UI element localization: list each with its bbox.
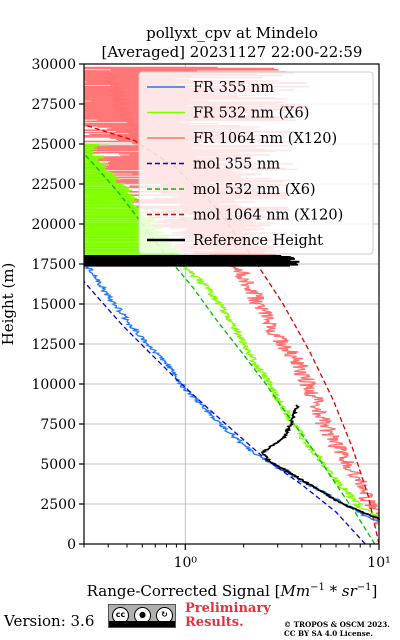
copyright-line-1: © TROPOS & OSCM 2023. (284, 620, 390, 629)
legend-label-3: mol 355 nm (193, 157, 280, 173)
y-tick-label-25000: 25000 (31, 137, 76, 153)
y-tick-label-10000: 10000 (31, 377, 76, 393)
y-tick-label-27500: 27500 (31, 97, 76, 113)
reference-height-line (260, 404, 380, 521)
legend-label-5: mol 1064 nm (X120) (193, 208, 343, 224)
legend-box (138, 71, 374, 255)
signal-chart: pollyxt_cpv at Mindelo [Averaged] 202311… (0, 24, 391, 600)
cc-icon: cc (112, 607, 129, 624)
y-tick-label-15000: 15000 (31, 297, 76, 313)
preliminary-line-1: Preliminary (185, 601, 271, 616)
cc-badge-strip (109, 621, 175, 627)
chart-title-line-1: pollyxt_cpv at Mindelo (146, 24, 318, 42)
legend-label-0: FR 355 nm (193, 80, 274, 96)
y-tick-label-12500: 12500 (31, 337, 76, 353)
legend-label-6: Reference Height (193, 233, 323, 249)
cc-license-badge[interactable]: cc ● ↻ (108, 604, 176, 628)
y-tick-label-20000: 20000 (31, 217, 76, 233)
y-tick-label-0: 0 (67, 537, 76, 553)
y-tick-label-5000: 5000 (40, 457, 76, 473)
x-tick-label-1: 10⁰ (174, 555, 198, 571)
footer: Version: 3.6 cc ● ↻ Preliminary Results.… (0, 598, 400, 640)
x-tick-label-10: 10¹ (367, 555, 390, 571)
plot-area: 0 2500 5000 7500 10000 12500 15000 17500 20000 22… (31, 57, 390, 571)
y-tick-label-7500: 7500 (40, 417, 76, 433)
y-tick-label-17500: 17500 (31, 257, 76, 273)
x-axis-label: Range-Corrected Signal [Mm−1 * sr−1] (87, 582, 378, 600)
y-tick-label-2500: 2500 (40, 497, 76, 513)
preliminary-results-label: Preliminary Results. (185, 602, 271, 630)
preliminary-line-2: Results. (185, 615, 244, 630)
fr-355-line (83, 263, 380, 524)
legend-label-4: mol 532 nm (X6) (193, 182, 316, 198)
copyright-line-2: CC BY SA 4.0 License. (284, 629, 373, 638)
copyright-notice: © TROPOS & OSCM 2023. CC BY SA 4.0 Licen… (284, 620, 390, 638)
reference-height-band (84, 255, 300, 267)
version-label: Version: 3.6 (4, 612, 95, 630)
y-tick-label-22500: 22500 (31, 177, 76, 193)
mol-532-line (83, 153, 376, 545)
chart-title-line-2: [Averaged] 20231127 22:00-22:59 (102, 43, 363, 61)
y-axis-label: Height (m) (0, 263, 17, 346)
mol-355-line (83, 281, 366, 545)
legend-label-2: FR 1064 nm (X120) (193, 131, 337, 147)
legend-label-1: FR 532 nm (X6) (193, 106, 309, 122)
y-tick-label-30000: 30000 (31, 57, 76, 73)
